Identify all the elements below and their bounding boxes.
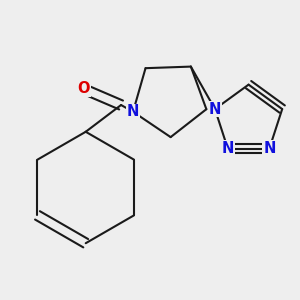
Text: O: O bbox=[77, 81, 90, 96]
Text: N: N bbox=[209, 102, 221, 117]
Text: N: N bbox=[222, 141, 234, 156]
Text: N: N bbox=[127, 104, 139, 119]
Text: N: N bbox=[263, 141, 275, 156]
